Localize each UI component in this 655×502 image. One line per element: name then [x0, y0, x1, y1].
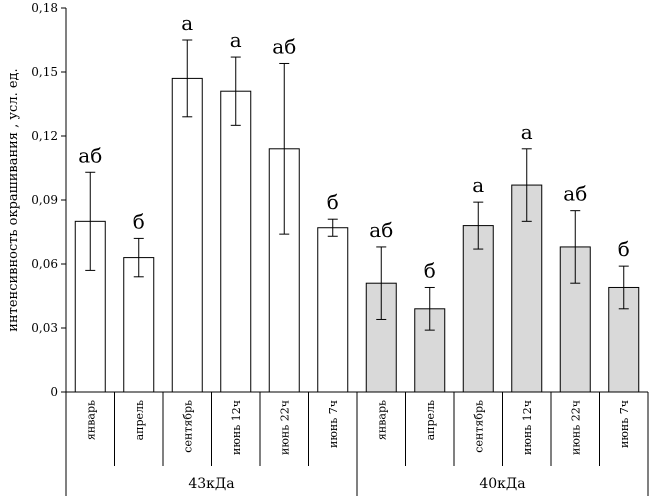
- significance-label: аб: [563, 182, 587, 206]
- labels: 00,030,060,090,120,150,18абянварьбапрель…: [31, 1, 630, 492]
- significance-label: б: [424, 258, 436, 282]
- significance-label: аб: [78, 143, 102, 167]
- y-tick-label: 0,03: [31, 321, 58, 335]
- category-label: июнь 12ч: [521, 400, 534, 455]
- category-label: январь: [375, 400, 388, 440]
- group-label: 40кДа: [479, 476, 525, 492]
- significance-label: а: [181, 11, 193, 35]
- significance-label: б: [618, 237, 630, 261]
- category-label: сентябрь: [472, 400, 485, 453]
- significance-label: а: [472, 173, 484, 197]
- significance-label: а: [521, 120, 533, 144]
- y-tick-label: 0,06: [31, 257, 58, 271]
- category-label: сентябрь: [181, 400, 194, 453]
- category-label: январь: [84, 400, 97, 440]
- y-tick-label: 0,12: [31, 129, 58, 143]
- bar: [220, 90, 252, 393]
- y-tick-label: 0,09: [31, 193, 58, 207]
- category-label: апрель: [424, 400, 437, 440]
- significance-label: б: [133, 209, 145, 233]
- significance-label: а: [230, 28, 242, 52]
- y-tick-label: 0,15: [31, 65, 58, 79]
- category-label: июнь 22ч: [569, 400, 582, 455]
- axes: [61, 7, 649, 496]
- bars: [74, 39, 640, 393]
- y-axis-title: интенсивность окрашивания , усл. ед.: [6, 68, 21, 331]
- significance-label: б: [327, 190, 339, 214]
- bar: [462, 225, 494, 393]
- significance-label: аб: [272, 34, 296, 58]
- group-label: 43кДа: [188, 476, 234, 492]
- y-tick-label: 0: [50, 385, 58, 399]
- bar: [123, 257, 155, 393]
- category-label: июнь 7ч: [618, 400, 631, 448]
- bar: [171, 77, 203, 393]
- category-label: апрель: [133, 400, 146, 440]
- y-tick-label: 0,18: [31, 1, 58, 15]
- bar: [317, 227, 349, 393]
- category-label: июнь 22ч: [278, 400, 291, 455]
- bar: [511, 184, 543, 393]
- significance-label: аб: [369, 218, 393, 242]
- category-label: июнь 7ч: [327, 400, 340, 448]
- category-label: июнь 12ч: [230, 400, 243, 455]
